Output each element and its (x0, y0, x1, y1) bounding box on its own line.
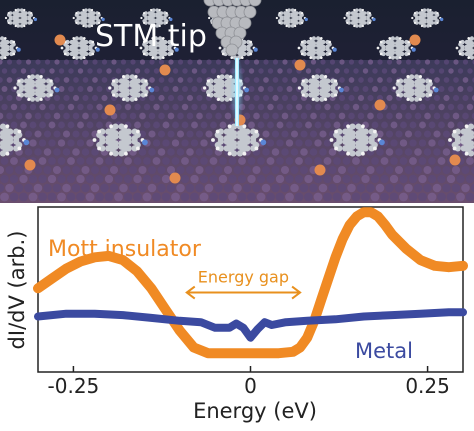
molecule (139, 36, 179, 60)
molecule (0, 123, 30, 157)
molecule (448, 123, 474, 157)
energy-gap-label: Energy gap (198, 268, 289, 287)
molecule-network (0, 8, 474, 184)
series-layer (33, 207, 468, 359)
energy-gap-arrowhead-right (291, 285, 302, 300)
tunneling-beam (230, 55, 244, 127)
molecule (0, 36, 21, 60)
molecule (411, 8, 444, 28)
molecule (108, 74, 155, 102)
molecule (60, 36, 100, 60)
molecule (297, 74, 344, 102)
metal-atom (54, 34, 66, 46)
molecule (92, 123, 148, 157)
molecule (275, 8, 308, 28)
series-line-1 (34, 308, 467, 342)
molecule (329, 123, 385, 157)
energy-gap-arrowhead-left (185, 285, 196, 300)
x-tick-label: -0.25 (48, 374, 100, 398)
x-axis-ticks: -0.25 0 0.25 (48, 366, 450, 398)
spectrum-chart: -0.25 0 0.25 Energy (eV) dI/dV (arb.) Ener… (5, 206, 468, 423)
molecule (140, 8, 173, 28)
metal-atom (294, 59, 306, 71)
molecule (4, 8, 38, 28)
y-axis-label: dI/dV (arb.) (5, 231, 29, 350)
molecule (343, 8, 376, 28)
molecule (13, 74, 60, 102)
stm-tip (203, 0, 262, 57)
metal-label: Metal (355, 339, 413, 363)
metal-atom (449, 154, 461, 166)
metal-atom (169, 172, 181, 184)
x-tick-label: 0.25 (405, 374, 450, 398)
molecule (297, 36, 337, 60)
metal-atom (104, 104, 116, 116)
molecule (72, 8, 105, 28)
metal-atom (159, 64, 171, 76)
stm-tip-label: STM tip (95, 19, 207, 54)
energy-gap-annotation: Energy gap (185, 268, 302, 300)
metal-atom (374, 99, 386, 111)
metal-atom (314, 164, 326, 176)
molecule (455, 36, 474, 60)
stm-illustration: STM tip (0, 0, 474, 203)
metal-atom (409, 34, 421, 46)
series-line-0 (33, 207, 468, 359)
molecule (392, 74, 439, 102)
molecule (376, 36, 416, 60)
mott-insulator-label: Mott insulator (48, 237, 202, 262)
x-axis-label: Energy (eV) (193, 399, 317, 423)
metal-atom (24, 159, 36, 171)
x-tick-label: 0 (244, 374, 257, 398)
